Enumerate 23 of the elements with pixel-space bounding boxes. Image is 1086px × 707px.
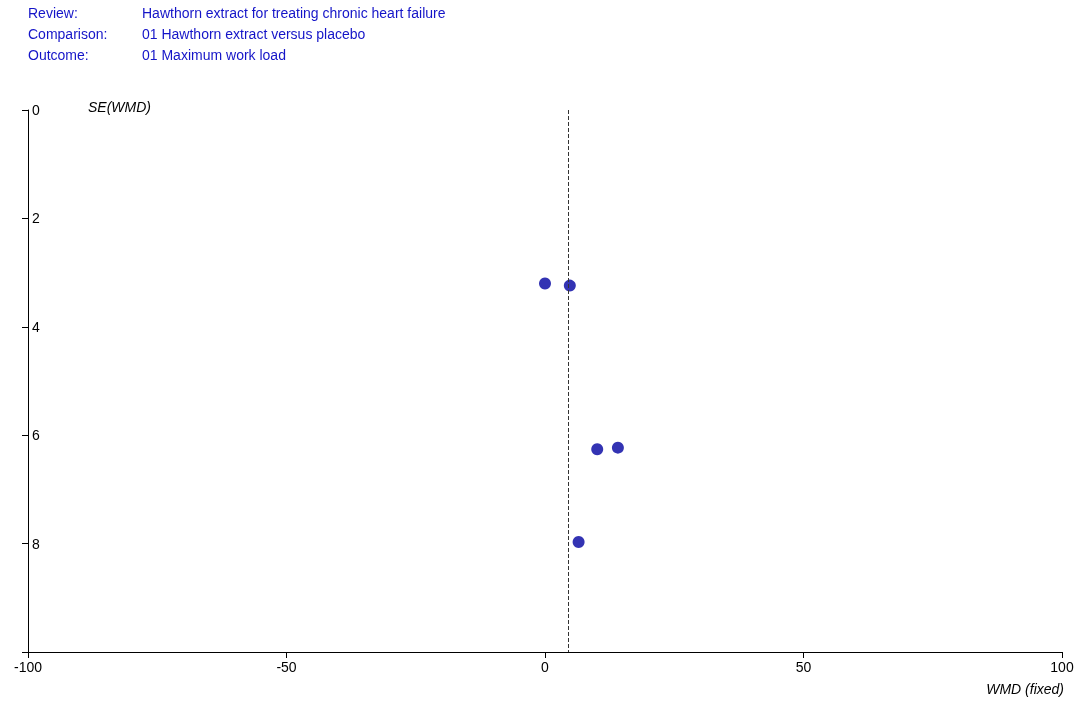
x-tick-label: -50 xyxy=(276,659,297,675)
point xyxy=(539,277,551,290)
y-axis-title: SE(WMD) xyxy=(88,99,151,115)
point xyxy=(611,441,624,454)
point xyxy=(563,279,576,292)
text: 01 Maximum work load xyxy=(142,47,286,63)
text: Hawthorn extract for treating chronic heart failure xyxy=(142,5,446,21)
text: Outcome: xyxy=(28,47,89,63)
point xyxy=(591,443,604,456)
x-tick-label: 0 xyxy=(541,659,550,675)
x-axis-title: WMD (fixed) xyxy=(986,681,1065,697)
y-tick-label: 6 xyxy=(32,427,40,444)
text: Review: xyxy=(28,5,78,21)
y-tick-label: 4 xyxy=(32,318,40,335)
x-tick-label: 50 xyxy=(795,659,812,675)
point xyxy=(572,535,585,548)
y-tick-label: 2 xyxy=(32,210,40,227)
text: Comparison: xyxy=(28,26,108,42)
x-tick-label: -100 xyxy=(13,659,43,675)
y-tick-label: 0 xyxy=(32,102,40,118)
text: 01 Hawthorn extract versus placebo xyxy=(142,26,366,42)
y-tick-label: 8 xyxy=(32,535,40,552)
x-tick-label: 100 xyxy=(1050,659,1074,675)
